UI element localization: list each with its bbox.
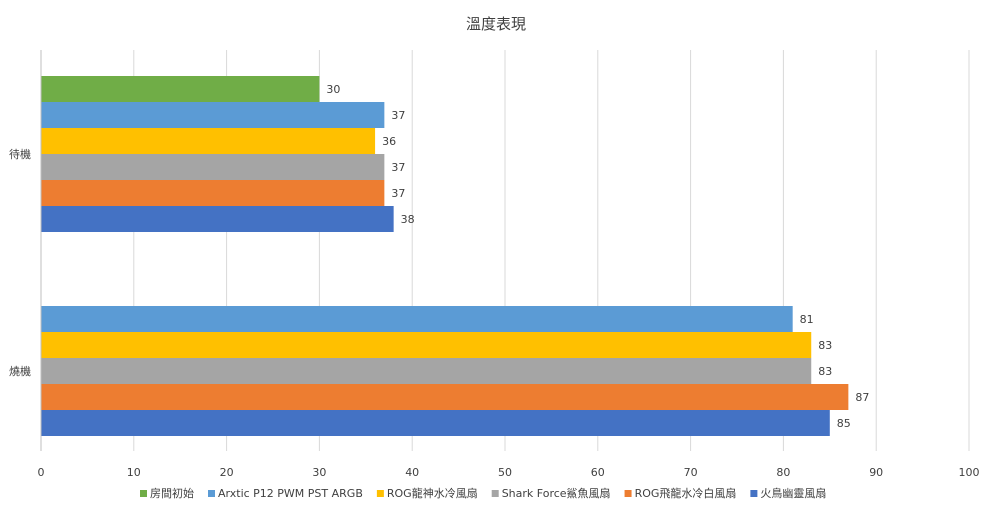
data-label: 36	[382, 135, 396, 148]
x-tick-label: 80	[776, 466, 790, 479]
data-label: 83	[818, 339, 832, 352]
category-label: 待機	[9, 147, 31, 161]
bar	[41, 384, 849, 410]
legend-swatch[interactable]	[491, 490, 499, 497]
legend-swatch[interactable]	[624, 490, 632, 497]
legend-swatch[interactable]	[208, 490, 215, 497]
x-tick-label: 30	[312, 466, 326, 479]
category-label: 燒機	[9, 364, 31, 378]
bar	[41, 154, 385, 180]
x-tick-label: 70	[684, 466, 698, 479]
chart-title: 溫度表現	[466, 15, 526, 33]
data-label: 81	[800, 313, 814, 326]
x-tick-label: 90	[869, 466, 883, 479]
bars	[41, 76, 849, 436]
legend[interactable]: 房間初始 Arxtic P12 PWM PST ARGB ROG龍神水冷風扇 Shar…	[140, 486, 826, 500]
x-tick-label: 20	[220, 466, 234, 479]
legend-swatch[interactable]	[750, 490, 758, 497]
bar	[41, 206, 394, 232]
legend-entry[interactable]: Shark Force鯊魚風扇	[502, 486, 611, 500]
data-label: 37	[391, 109, 405, 122]
bar	[41, 102, 385, 128]
data-label: 30	[326, 83, 340, 96]
data-label: 37	[391, 161, 405, 174]
x-tick-label: 10	[127, 466, 141, 479]
bar	[41, 332, 812, 358]
bar	[41, 128, 376, 154]
x-tick-label: 40	[405, 466, 419, 479]
bar	[41, 410, 830, 436]
x-axis: 0 10 20 30 40 50 60 70 80 90 100	[38, 466, 980, 479]
legend-swatch[interactable]	[140, 490, 147, 497]
data-label: 83	[818, 365, 832, 378]
data-label: 38	[401, 213, 415, 226]
bar	[41, 180, 385, 206]
data-labels: 30 37 36 37 37 38 81 83 83 87 85	[326, 83, 869, 430]
legend-swatch[interactable]	[376, 490, 384, 497]
legend-entry[interactable]: 火鳥幽靈風扇	[760, 486, 826, 500]
legend-entry[interactable]: 房間初始	[150, 486, 194, 500]
x-tick-label: 100	[959, 466, 980, 479]
bar	[41, 306, 793, 332]
x-tick-label: 0	[38, 466, 45, 479]
data-label: 87	[855, 391, 869, 404]
data-label: 37	[391, 187, 405, 200]
legend-entry[interactable]: ROG飛龍水冷白風扇	[635, 486, 737, 500]
x-tick-label: 60	[591, 466, 605, 479]
legend-entry[interactable]: Arxtic P12 PWM PST ARGB	[218, 487, 363, 500]
x-tick-label: 50	[498, 466, 512, 479]
bar	[41, 76, 320, 102]
bar	[41, 358, 812, 384]
data-label: 85	[837, 417, 851, 430]
legend-entry[interactable]: ROG龍神水冷風扇	[387, 486, 478, 500]
